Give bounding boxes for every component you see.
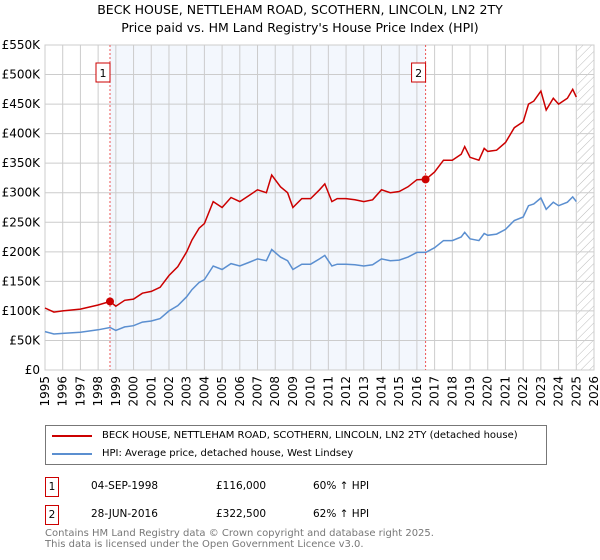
forecast-hatch <box>577 45 594 370</box>
y-tick-label: £550K <box>2 38 42 52</box>
sale-row-1: 1 04-SEP-1998 £116,000 60% ↑ HPI <box>45 477 600 497</box>
shaded-region <box>109 45 426 370</box>
legend-label-hpi: HPI: Average price, detached house, West… <box>102 448 354 459</box>
y-tick-label: £250K <box>2 215 42 229</box>
plot-border <box>44 44 595 371</box>
x-tick-label: 1998 <box>91 376 105 407</box>
price-line <box>44 87 577 313</box>
x-tick-label: 2003 <box>180 376 194 407</box>
sale-date: 04-SEP-1998 <box>91 480 159 492</box>
x-tick-label: 2023 <box>534 376 548 407</box>
x-tick-label: 2019 <box>463 376 477 407</box>
footer-line-1: Contains HM Land Registry data © Crown c… <box>45 528 434 539</box>
y-tick-label: £400K <box>2 127 42 141</box>
y-tick-label: £150K <box>2 274 42 288</box>
x-tick-label: 2010 <box>304 376 318 407</box>
footer-line-2: This data is licensed under the Open Gov… <box>45 539 364 550</box>
x-tick-label: 2025 <box>569 376 583 407</box>
x-tick-label: 2001 <box>144 376 158 407</box>
x-tick-label: 2021 <box>498 376 512 407</box>
y-tick-label: £350K <box>2 156 42 170</box>
x-tick-label: 2004 <box>197 376 211 407</box>
x-tick-label: 2011 <box>321 376 335 407</box>
legend-blue-line <box>52 452 92 455</box>
x-tick-label: 1999 <box>109 376 123 407</box>
x-tick-label: 2002 <box>162 376 176 407</box>
legend-red-line <box>52 434 92 437</box>
y-tick-label: £0 <box>25 363 40 377</box>
x-tick-label: 1997 <box>73 376 87 407</box>
x-tick-label: 2013 <box>357 376 371 407</box>
sale-label: 2 <box>415 67 422 80</box>
x-tick-label: 2022 <box>516 376 530 407</box>
footer: Contains HM Land Registry data © Crown c… <box>45 528 434 550</box>
x-tick-label: 2020 <box>481 376 495 407</box>
plot-area: £0 £50K £100K £150K £200K £250K £300K £350K £400… <box>2 38 600 407</box>
y-tick-label: £100K <box>2 304 42 318</box>
x-tick-label: 2008 <box>268 376 282 407</box>
sale-price: £116,000 <box>216 480 267 492</box>
sale-point <box>421 175 430 184</box>
x-tick-label: 1996 <box>56 376 70 407</box>
x-tick-label: 2015 <box>392 376 406 407</box>
sale-date: 28-JUN-2016 <box>91 508 158 520</box>
sale-label-box <box>411 62 427 83</box>
x-tick-label: 2026 <box>587 376 600 407</box>
sale-point <box>105 297 114 306</box>
x-tick-label: 2007 <box>251 376 265 407</box>
sale-label: 1 <box>99 67 106 80</box>
chart-title: BECK HOUSE, NETTLEHAM ROAD, SCOTHERN, LI… <box>97 2 503 17</box>
legend-label-property: BECK HOUSE, NETTLEHAM ROAD, SCOTHERN, LI… <box>102 430 518 441</box>
sale-marker-box: 2 <box>45 505 59 525</box>
x-tick-label: 2005 <box>215 376 229 407</box>
hpi-line <box>44 195 577 335</box>
x-tick-label: 2024 <box>552 376 566 407</box>
x-tick-label: 1995 <box>38 376 52 407</box>
x-tick-label: 2014 <box>374 376 388 407</box>
chart-subtitle: Price paid vs. HM Land Registry's House … <box>121 20 479 35</box>
x-tick-label: 2018 <box>445 376 459 407</box>
sale-row-2: 2 28-JUN-2016 £322,500 62% ↑ HPI <box>45 505 600 525</box>
x-tick-label: 2009 <box>286 376 300 407</box>
y-tick-label: £500K <box>2 68 42 82</box>
y-tick-label: £450K <box>2 97 42 111</box>
sale-label-box <box>95 62 111 83</box>
sale-marker-box: 1 <box>45 477 59 497</box>
sale-price: £322,500 <box>216 508 267 520</box>
x-tick-label: 2000 <box>127 376 141 407</box>
sale-hpi: 62% ↑ HPI <box>313 508 370 520</box>
y-tick-label: £50K <box>9 333 41 347</box>
x-tick-label: 2016 <box>410 376 424 407</box>
x-tick-label: 2012 <box>339 376 353 407</box>
legend: BECK HOUSE, NETTLEHAM ROAD, SCOTHERN, LI… <box>45 425 547 465</box>
sale-hpi: 60% ↑ HPI <box>313 480 370 492</box>
x-tick-label: 2006 <box>233 376 247 407</box>
y-tick-label: £200K <box>2 245 42 259</box>
y-tick-label: £300K <box>2 186 42 200</box>
x-tick-label: 2017 <box>428 376 442 407</box>
